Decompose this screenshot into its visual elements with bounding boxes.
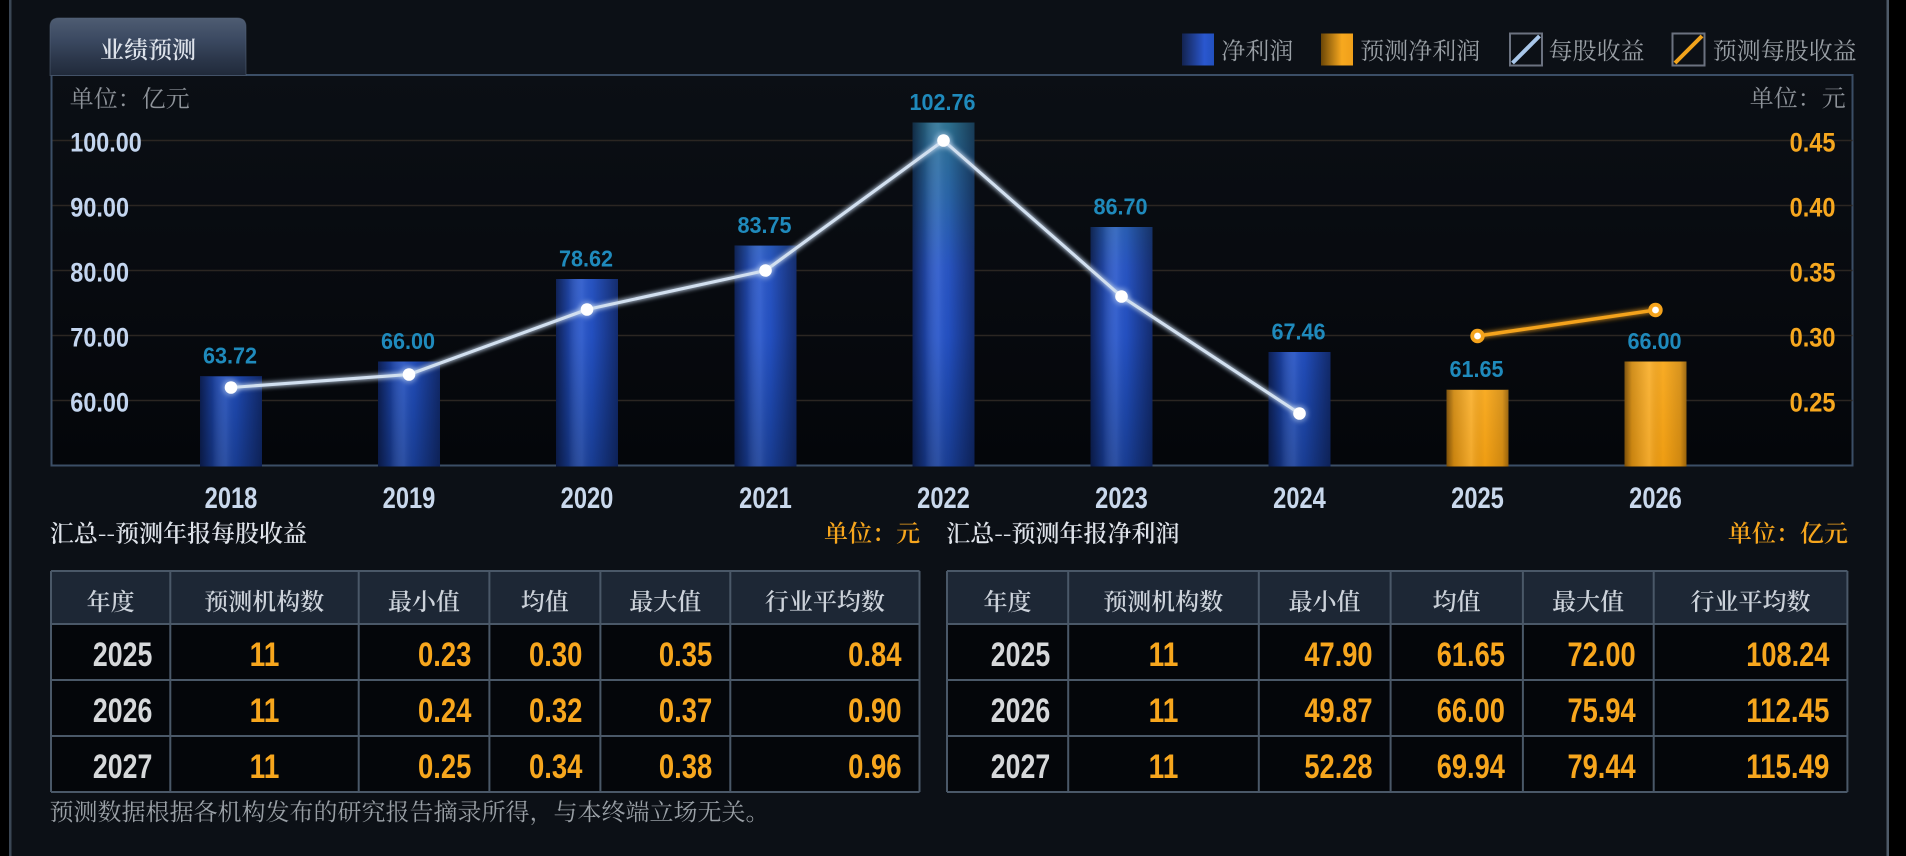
svg-text:2027: 2027 bbox=[991, 748, 1050, 786]
svg-text:0.90: 0.90 bbox=[848, 692, 901, 730]
svg-text:112.45: 112.45 bbox=[1746, 692, 1829, 730]
svg-text:11: 11 bbox=[250, 692, 280, 730]
svg-text:49.87: 49.87 bbox=[1304, 692, 1372, 730]
svg-text:0.25: 0.25 bbox=[1790, 388, 1836, 418]
svg-text:83.75: 83.75 bbox=[737, 212, 791, 238]
svg-text:60.00: 60.00 bbox=[70, 388, 129, 418]
svg-text:0.32: 0.32 bbox=[529, 692, 582, 730]
svg-text:0.96: 0.96 bbox=[848, 748, 901, 786]
svg-text:90.00: 90.00 bbox=[70, 193, 129, 223]
svg-text:0.25: 0.25 bbox=[418, 748, 471, 786]
svg-text:0.30: 0.30 bbox=[1790, 323, 1836, 353]
svg-text:108.24: 108.24 bbox=[1746, 636, 1829, 674]
svg-text:0.35: 0.35 bbox=[1790, 258, 1836, 288]
svg-text:2018: 2018 bbox=[205, 482, 258, 515]
svg-text:0.23: 0.23 bbox=[418, 636, 471, 674]
svg-text:0.84: 0.84 bbox=[848, 636, 901, 674]
svg-text:11: 11 bbox=[1149, 636, 1179, 674]
svg-text:0.35: 0.35 bbox=[659, 636, 712, 674]
svg-text:0.34: 0.34 bbox=[529, 748, 582, 786]
svg-text:72.00: 72.00 bbox=[1568, 636, 1636, 674]
svg-text:2027: 2027 bbox=[93, 748, 152, 786]
svg-text:2020: 2020 bbox=[561, 482, 614, 515]
svg-text:61.65: 61.65 bbox=[1449, 356, 1503, 382]
svg-text:0.37: 0.37 bbox=[659, 692, 712, 730]
svg-text:80.00: 80.00 bbox=[70, 258, 129, 288]
svg-text:0.45: 0.45 bbox=[1790, 128, 1836, 158]
svg-text:86.70: 86.70 bbox=[1093, 193, 1147, 219]
svg-text:0.24: 0.24 bbox=[418, 692, 471, 730]
svg-text:0.30: 0.30 bbox=[529, 636, 582, 674]
svg-text:11: 11 bbox=[250, 636, 280, 674]
svg-text:100.00: 100.00 bbox=[70, 128, 141, 158]
svg-text:52.28: 52.28 bbox=[1304, 748, 1372, 786]
svg-text:47.90: 47.90 bbox=[1304, 636, 1372, 674]
svg-text:75.94: 75.94 bbox=[1568, 692, 1636, 730]
svg-text:66.00: 66.00 bbox=[1627, 328, 1681, 354]
svg-text:2025: 2025 bbox=[991, 636, 1050, 674]
svg-text:67.46: 67.46 bbox=[1271, 318, 1325, 344]
svg-text:2025: 2025 bbox=[93, 636, 152, 674]
svg-text:102.76: 102.76 bbox=[910, 89, 976, 115]
svg-text:61.65: 61.65 bbox=[1437, 636, 1505, 674]
svg-text:70.00: 70.00 bbox=[70, 323, 129, 353]
svg-text:66.00: 66.00 bbox=[381, 328, 435, 354]
svg-text:0.38: 0.38 bbox=[659, 748, 712, 786]
svg-text:2023: 2023 bbox=[1095, 482, 1148, 515]
svg-text:69.94: 69.94 bbox=[1437, 748, 1505, 786]
svg-text:2026: 2026 bbox=[991, 692, 1050, 730]
svg-text:11: 11 bbox=[1149, 692, 1179, 730]
svg-text:2025: 2025 bbox=[1451, 482, 1504, 515]
svg-text:0.40: 0.40 bbox=[1790, 193, 1836, 223]
svg-text:2022: 2022 bbox=[917, 482, 970, 515]
svg-text:11: 11 bbox=[250, 748, 280, 786]
svg-text:2026: 2026 bbox=[93, 692, 152, 730]
svg-text:2026: 2026 bbox=[1629, 482, 1682, 515]
svg-text:115.49: 115.49 bbox=[1746, 748, 1829, 786]
svg-text:2021: 2021 bbox=[739, 482, 792, 515]
svg-text:2024: 2024 bbox=[1273, 482, 1326, 515]
svg-text:2019: 2019 bbox=[383, 482, 436, 515]
svg-text:63.72: 63.72 bbox=[203, 343, 257, 369]
svg-text:66.00: 66.00 bbox=[1437, 692, 1505, 730]
svg-text:11: 11 bbox=[1149, 748, 1179, 786]
svg-text:78.62: 78.62 bbox=[559, 245, 613, 271]
svg-text:79.44: 79.44 bbox=[1568, 748, 1636, 786]
